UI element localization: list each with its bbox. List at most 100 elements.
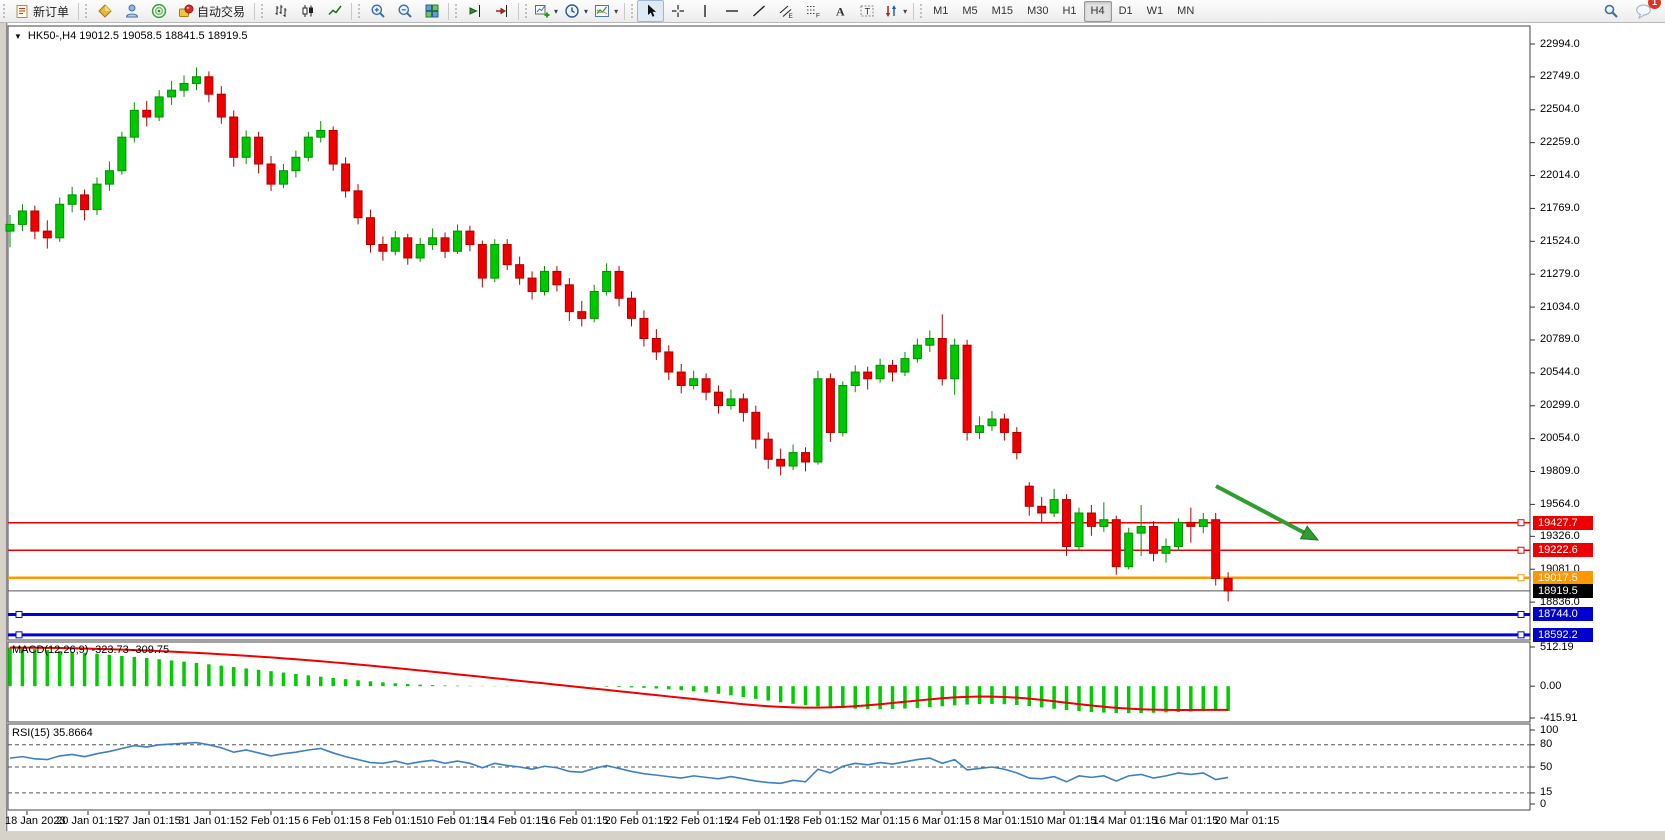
toolbar-separator (254, 2, 256, 20)
toolbar-separator (913, 2, 915, 20)
rsi-panel[interactable] (7, 723, 1531, 811)
candle-body (527, 277, 537, 293)
toolbar-separator (351, 2, 353, 20)
horizontal-line-button[interactable] (718, 0, 745, 22)
fibonacci-button[interactable]: F (799, 0, 826, 22)
time-axis-label: 8 Feb 01:15 (363, 815, 423, 827)
candle-body (67, 194, 77, 205)
price-badge: 18919.5 (1533, 583, 1593, 598)
candle-body (291, 156, 301, 172)
price-axis[interactable]: 22994.0 22749.0 22504.0 22259.0 22014.0 21769… (1531, 23, 1665, 830)
candle-body (651, 337, 661, 353)
timeframe-w1[interactable]: W1 (1146, 5, 1164, 17)
time-axis-label: 27 Jan 01:15 (117, 815, 181, 827)
chart-shift-button[interactable] (461, 0, 488, 22)
profile-button[interactable] (118, 0, 145, 22)
indicators-button[interactable]: ▾ (531, 0, 561, 22)
auto-trading-button[interactable]: 自动交易 (172, 0, 251, 22)
cursor-button[interactable] (637, 0, 665, 22)
candle-body (1149, 525, 1159, 554)
price-axis-tick: 21279.0 (1540, 267, 1580, 280)
timeframe-d1[interactable]: D1 (1118, 5, 1133, 17)
time-axis[interactable]: 18 Jan 2023 20 Jan 01:15 27 Jan 01:15 31 Ja… (0, 813, 1665, 830)
trendline-button[interactable] (745, 0, 772, 22)
search-button[interactable] (1597, 0, 1624, 22)
chevron-down-icon: ▾ (614, 6, 619, 16)
candle-body (341, 163, 351, 192)
timeframe-mn[interactable]: MN (1177, 5, 1195, 17)
candle-body (390, 237, 400, 252)
candle-body (776, 458, 786, 467)
candle-body (1086, 512, 1096, 527)
time-axis-label: 8 Mar 01:15 (973, 815, 1033, 827)
chat-button[interactable]: 1 (1630, 0, 1661, 22)
candle-body (167, 89, 177, 98)
timeframe-m30[interactable]: M30 (1027, 5, 1049, 17)
line-handle (1517, 610, 1525, 618)
auto-scroll-button[interactable] (488, 0, 515, 22)
timeframe-m15[interactable]: M15 (991, 5, 1014, 17)
price-axis-tick: 21524.0 (1540, 234, 1580, 247)
candle-body (316, 129, 326, 138)
svg-text:F: F (816, 13, 820, 20)
chart-canvas[interactable] (0, 23, 1665, 840)
candle-body (726, 398, 736, 407)
bar-chart-button[interactable] (267, 0, 294, 22)
line-handle (1517, 546, 1525, 554)
candle-series[interactable] (5, 67, 1233, 602)
zoom-out-button[interactable] (391, 0, 418, 22)
horizontal-lines[interactable] (8, 519, 1530, 639)
text-button[interactable]: A (826, 0, 853, 22)
chart-dropdown-icon[interactable]: ▼ (14, 31, 22, 41)
text-label-button[interactable]: T (853, 0, 880, 22)
candlestick-button[interactable] (294, 0, 321, 22)
price-axis-tick: 22259.0 (1540, 136, 1580, 149)
line-chart-button[interactable] (321, 0, 348, 22)
templates-button[interactable]: ▾ (591, 0, 621, 22)
periods-button[interactable]: ▾ (561, 0, 591, 22)
timeframe-m1[interactable]: M1 (933, 5, 949, 17)
equidistant-channel-button[interactable]: E (772, 0, 799, 22)
broadcast-button[interactable] (145, 0, 172, 22)
macd-panel[interactable] (7, 641, 1531, 723)
toolbar-grip (524, 3, 530, 19)
candle-body (365, 217, 375, 246)
candle-body (1173, 521, 1183, 548)
svg-text:E: E (788, 13, 793, 19)
candle-body (129, 109, 139, 138)
candle-body (1099, 519, 1109, 527)
main-price-panel[interactable] (7, 25, 1531, 641)
candle-body (664, 351, 674, 373)
price-badge: 19427.7 (1533, 515, 1593, 530)
styler-button[interactable] (91, 0, 118, 22)
time-axis-label: 10 Mar 01:15 (1031, 815, 1097, 827)
tile-windows-button[interactable] (418, 0, 445, 22)
chart-shift-icon (467, 3, 483, 19)
macd-axis-tick: 512.19 (1540, 640, 1574, 653)
candle-body (738, 398, 748, 413)
price-axis-tick: 18836.0 (1540, 595, 1580, 608)
arrows-button[interactable]: ▾ (880, 0, 910, 22)
price-axis-tick: 20544.0 (1540, 366, 1580, 379)
candle-body (627, 297, 636, 319)
candle-body (825, 378, 835, 433)
candle-body (266, 163, 276, 185)
trend-arrow-annotation[interactable] (1215, 484, 1320, 541)
vertical-line-button[interactable] (691, 0, 718, 22)
candle-body (465, 230, 475, 246)
candle-body (714, 391, 724, 407)
timeframe-h4[interactable]: H4 (1083, 0, 1112, 22)
crosshair-button[interactable] (664, 0, 691, 22)
timeframe-m5[interactable]: M5 (962, 5, 978, 17)
new-order-button[interactable]: 新订单 (9, 0, 75, 22)
candle-body (515, 264, 525, 279)
candle-body (142, 109, 152, 118)
zoom-in-button[interactable] (364, 0, 391, 22)
time-axis-label: 22 Feb 01:15 (665, 815, 731, 827)
time-axis-label: 14 Mar 01:15 (1092, 815, 1158, 827)
timeframe-h1[interactable]: H1 (1062, 5, 1077, 17)
candle-body (92, 183, 102, 211)
candle-body (1186, 521, 1196, 527)
candle-body (900, 358, 910, 373)
